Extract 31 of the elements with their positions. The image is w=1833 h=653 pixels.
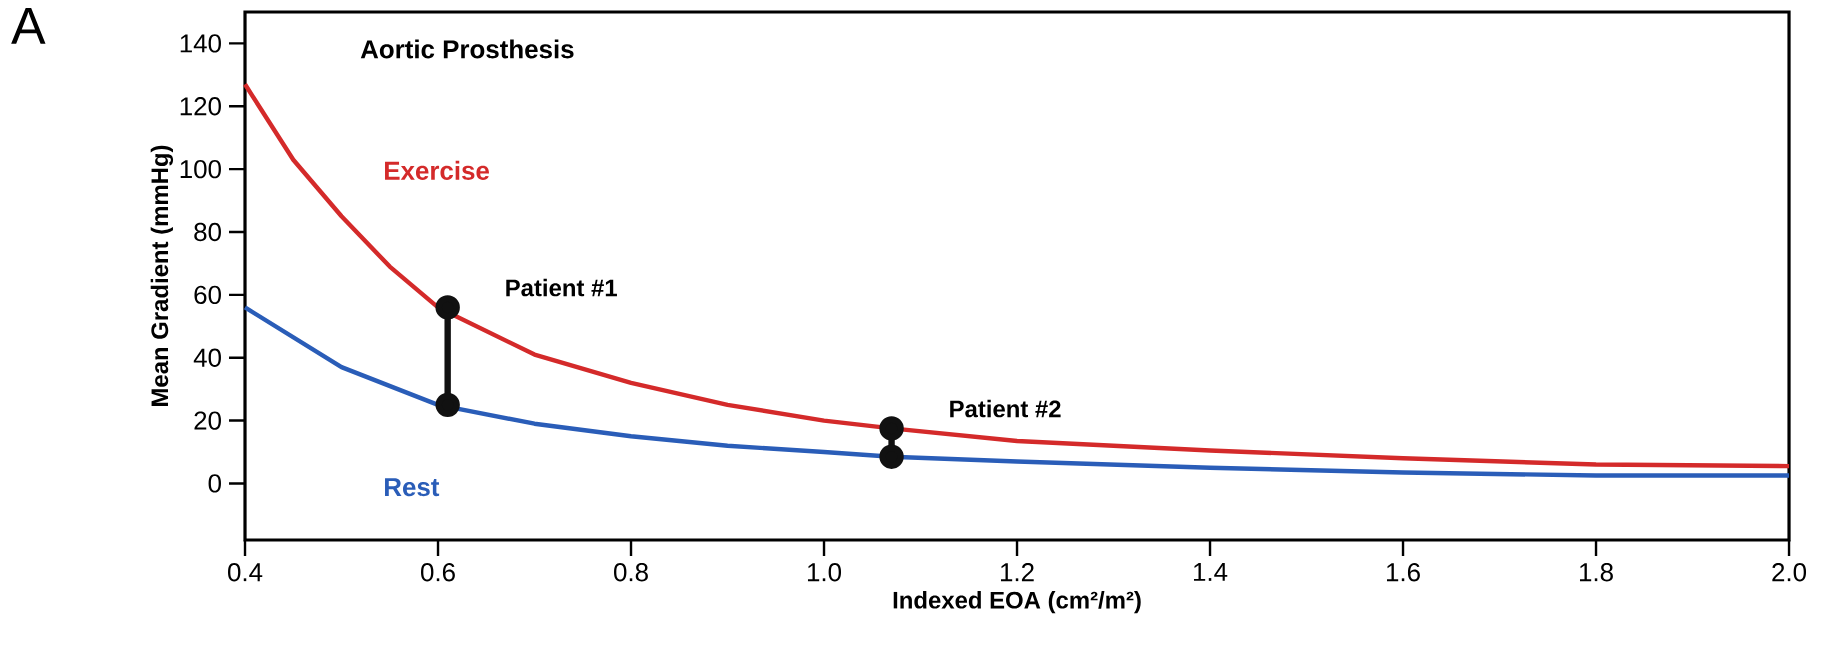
point bbox=[435, 392, 460, 418]
x-tick-label: 2.0 bbox=[1772, 563, 1807, 582]
text: Aortic Prosthesis bbox=[360, 39, 574, 59]
point bbox=[879, 416, 904, 441]
text: A bbox=[11, 8, 46, 44]
x-tick-label: 1.4 bbox=[1193, 563, 1228, 581]
x-tick-label: 1.0 bbox=[807, 563, 842, 582]
annotation: Patient #2 bbox=[950, 399, 1061, 418]
y-tick-label: 60 bbox=[194, 285, 221, 305]
x-tick-label: 1.2 bbox=[1000, 563, 1034, 582]
y-tick-label: 20 bbox=[194, 411, 221, 430]
y-tick-label: 0 bbox=[208, 474, 221, 493]
x-tick-label: 0.6 bbox=[421, 563, 455, 582]
y-tick-label: 120 bbox=[180, 97, 221, 116]
annotation: Patient #1 bbox=[506, 278, 617, 297]
text: Exercise bbox=[385, 160, 489, 180]
x-tick-label: 0.8 bbox=[614, 563, 648, 582]
x-axis-title: Indexed EOA (cm²/m²) bbox=[893, 591, 1141, 614]
line-series bbox=[242, 305, 1792, 478]
point bbox=[435, 295, 460, 320]
y-tick-label: 100 bbox=[180, 159, 221, 179]
text: Rest bbox=[385, 478, 440, 497]
y-tick-label: 80 bbox=[194, 222, 221, 242]
line-series bbox=[242, 82, 1792, 469]
y-tick-label: 140 bbox=[180, 34, 221, 53]
point bbox=[879, 444, 904, 469]
x-tick-label: 0.4 bbox=[228, 563, 263, 582]
x-tick-label: 1.6 bbox=[1386, 563, 1420, 582]
y-axis-title: Mean Gradient (mmHg) bbox=[150, 145, 174, 406]
x-tick-label: 1.8 bbox=[1579, 563, 1613, 582]
y-tick-label: 40 bbox=[193, 348, 221, 367]
